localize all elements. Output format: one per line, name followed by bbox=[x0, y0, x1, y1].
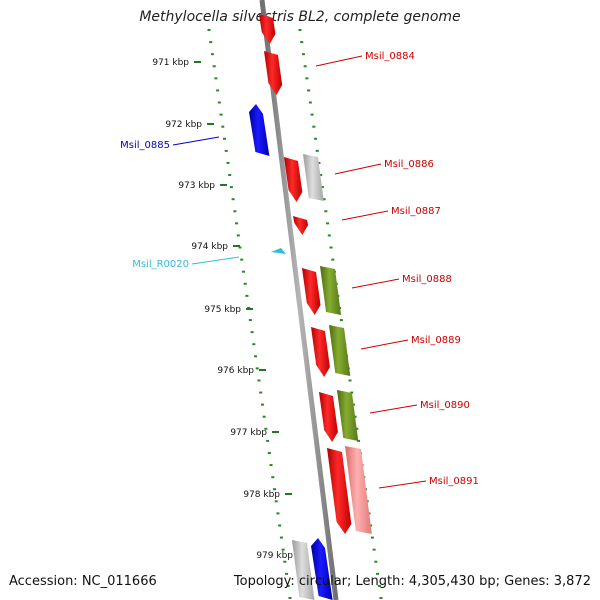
gene-features bbox=[249, 14, 372, 600]
olive-feature bbox=[320, 266, 342, 315]
pink-feature bbox=[345, 446, 372, 534]
genome-backbone bbox=[259, 0, 339, 600]
gene-labels: Msil_0884 Msil_0885 Msil_0886 Msil_0887 Msil… bbox=[120, 51, 479, 489]
gene-label[interactable]: Msil_R0020 bbox=[132, 259, 189, 270]
forward-gene-arrow bbox=[293, 216, 309, 235]
label-leader-line bbox=[378, 480, 427, 489]
forward-gene-arrow bbox=[311, 327, 330, 377]
gene-label[interactable]: Msil_0884 bbox=[365, 51, 415, 62]
gene-label[interactable]: Msil_0889 bbox=[411, 335, 461, 346]
grey-feature bbox=[303, 154, 324, 201]
reverse-gene-arrow bbox=[249, 104, 270, 156]
label-leader-line bbox=[191, 256, 240, 265]
forward-gene-arrow bbox=[284, 157, 303, 202]
scale-tick-label: 972 kbp bbox=[165, 120, 202, 130]
scale-tick-label: 979 kbp bbox=[256, 551, 293, 561]
scale-tick-label: 973 kbp bbox=[178, 181, 215, 191]
forward-gene-arrow bbox=[319, 392, 338, 442]
scale-tick-label: 976 kbp bbox=[217, 366, 254, 376]
olive-feature bbox=[329, 325, 351, 376]
gene-label[interactable]: Msil_0888 bbox=[402, 274, 452, 285]
grey-feature bbox=[292, 540, 315, 600]
forward-gene-arrow bbox=[259, 14, 276, 44]
label-leader-line bbox=[334, 163, 382, 175]
label-leader-line bbox=[341, 210, 389, 221]
gene-label[interactable]: Msil_0891 bbox=[429, 476, 479, 487]
scale-tick-label: 971 kbp bbox=[152, 58, 189, 68]
scale-tick-label: 978 kbp bbox=[243, 490, 280, 500]
scale-tick-label: 977 kbp bbox=[230, 428, 267, 438]
label-leader-line bbox=[315, 55, 363, 67]
label-leader-line bbox=[172, 136, 220, 146]
forward-gene-arrow bbox=[302, 268, 321, 315]
gene-label[interactable]: Msil_0885 bbox=[120, 140, 170, 151]
genome-summary-text: Topology: circular; Length: 4,305,430 bp… bbox=[233, 574, 591, 589]
accession-text: Accession: NC_011666 bbox=[9, 574, 157, 589]
gene-label[interactable]: Msil_0886 bbox=[384, 159, 434, 170]
forward-gene-arrow bbox=[264, 51, 283, 95]
inner-dotted-ring bbox=[207, 29, 292, 599]
trna-marker bbox=[271, 248, 286, 254]
forward-gene-arrow bbox=[327, 448, 352, 534]
label-leader-line bbox=[351, 278, 400, 289]
label-leader-line bbox=[360, 339, 409, 350]
scale-ticks: 971 kbp 972 kbp 973 kbp 974 kbp 975 kbp 976 k… bbox=[152, 58, 305, 561]
scale-tick-label: 975 kbp bbox=[204, 305, 241, 315]
map-title: Methylocella silvestris BL2, complete ge… bbox=[139, 9, 461, 25]
olive-feature bbox=[337, 390, 359, 441]
scale-tick-label: 974 kbp bbox=[191, 242, 228, 252]
gene-label[interactable]: Msil_0887 bbox=[391, 206, 441, 217]
gene-label[interactable]: Msil_0890 bbox=[420, 400, 470, 411]
label-leader-line bbox=[369, 404, 418, 414]
reverse-gene-arrow bbox=[311, 538, 333, 600]
